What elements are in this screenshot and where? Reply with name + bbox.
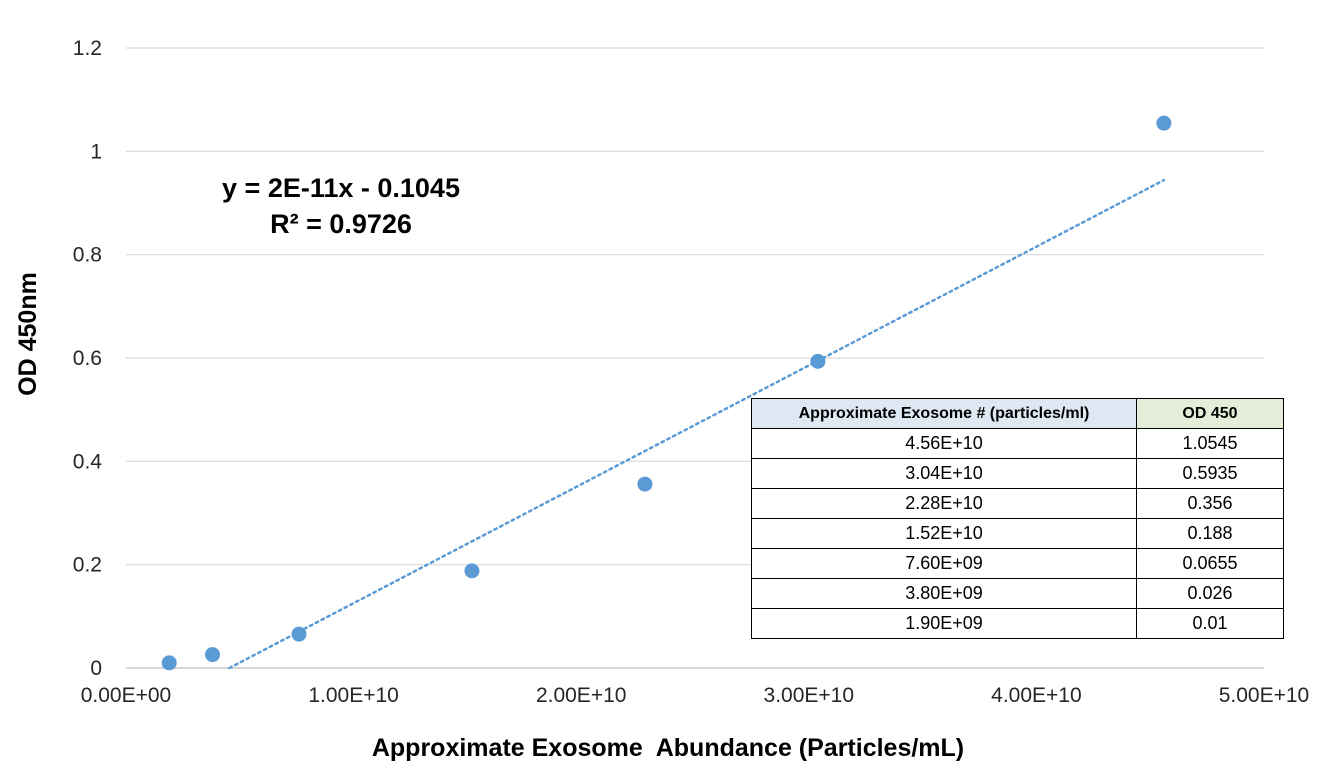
- data-point: [291, 626, 307, 642]
- table-cell-od: 0.026: [1136, 578, 1284, 609]
- y-tick-label: 1.2: [73, 37, 102, 60]
- table-cell-exosome: 1.52E+10: [751, 518, 1137, 549]
- x-axis-ticks: 0.00E+00 1.00E+10 2.00E+10 3.00E+10 4.00E+10…: [81, 684, 1310, 707]
- x-tick-label: 1.00E+10: [308, 684, 399, 707]
- table-cell-exosome: 4.56E+10: [751, 428, 1137, 459]
- table-row: 1.90E+09 0.01: [751, 608, 1284, 639]
- y-tick-label: 0.2: [73, 554, 102, 577]
- data-point: [637, 476, 653, 492]
- table-cell-od: 0.188: [1136, 518, 1284, 549]
- data-point: [810, 353, 826, 369]
- data-point: [204, 647, 220, 663]
- table-cell-exosome: 7.60E+09: [751, 548, 1137, 579]
- x-tick-label: 3.00E+10: [764, 684, 855, 707]
- table-header-exosome: Approximate Exosome # (particles/ml): [751, 398, 1137, 429]
- table-row: 4.56E+10 1.0545: [751, 428, 1284, 459]
- trendline: [228, 178, 1166, 670]
- y-tick-label: 1: [90, 140, 102, 163]
- trendline-equation: y = 2E-11x - 0.1045: [222, 173, 460, 203]
- data-table: Approximate Exosome # (particles/ml) OD …: [751, 398, 1284, 639]
- data-point: [1156, 115, 1172, 131]
- table-cell-od: 0.01: [1136, 608, 1284, 639]
- table-row: 1.52E+10 0.188: [751, 518, 1284, 549]
- x-tick-label: 4.00E+10: [991, 684, 1082, 707]
- table-row: 7.60E+09 0.0655: [751, 548, 1284, 579]
- table-row: 3.80E+09 0.026: [751, 578, 1284, 609]
- y-tick-label: 0.8: [73, 244, 102, 267]
- x-tick-label: 2.00E+10: [536, 684, 627, 707]
- data-point: [161, 655, 177, 671]
- table-header-od: OD 450: [1136, 398, 1284, 429]
- y-tick-label: 0: [90, 657, 102, 680]
- table-row: 2.28E+10 0.356: [751, 488, 1284, 519]
- table-cell-exosome: 3.04E+10: [751, 458, 1137, 489]
- table-cell-exosome: 3.80E+09: [751, 578, 1137, 609]
- table-cell-od: 0.356: [1136, 488, 1284, 519]
- trendline-r-squared: R² = 0.9726: [270, 209, 412, 239]
- y-tick-label: 0.4: [73, 450, 103, 473]
- y-axis-ticks: 0 0.2 0.4 0.6 0.8 1 1.2: [73, 37, 103, 680]
- y-tick-label: 0.6: [73, 347, 102, 370]
- table-cell-od: 0.0655: [1136, 548, 1284, 579]
- data-points: [161, 115, 1172, 671]
- x-tick-label: 0.00E+00: [81, 684, 172, 707]
- data-point: [464, 563, 480, 579]
- table-cell-od: 1.0545: [1136, 428, 1284, 459]
- table-cell-exosome: 1.90E+09: [751, 608, 1137, 639]
- table-header-row: Approximate Exosome # (particles/ml) OD …: [751, 398, 1284, 429]
- table-cell-exosome: 2.28E+10: [751, 488, 1137, 519]
- table-row: 3.04E+10 0.5935: [751, 458, 1284, 489]
- gridlines: [126, 47, 1264, 669]
- trendline-line: [228, 178, 1166, 670]
- y-axis-title: OD 450nm: [14, 272, 42, 396]
- x-axis-title: Approximate Exosome Abundance (Particles…: [372, 734, 964, 762]
- table-cell-od: 0.5935: [1136, 458, 1284, 489]
- x-tick-label: 5.00E+10: [1219, 684, 1310, 707]
